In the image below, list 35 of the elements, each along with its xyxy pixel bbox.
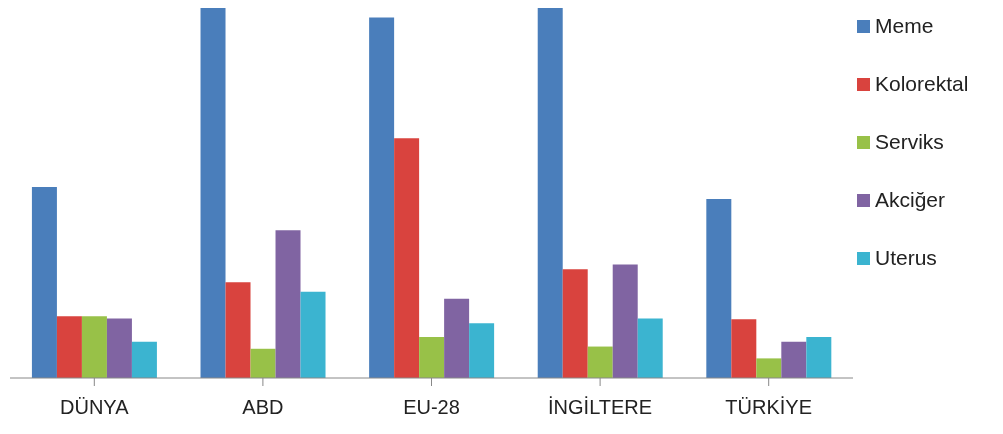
bar xyxy=(31,187,57,378)
bar xyxy=(369,17,395,378)
bar xyxy=(537,8,563,378)
bar xyxy=(394,138,420,378)
bar xyxy=(56,316,82,378)
x-tick-label: DÜNYA xyxy=(60,396,130,419)
x-tick-label: EU-28 xyxy=(403,396,460,419)
bar xyxy=(419,336,445,378)
x-tick-label: İNGİLTERE xyxy=(548,396,653,419)
bar xyxy=(756,358,782,378)
bar xyxy=(587,346,613,378)
legend-label: Serviks xyxy=(875,130,944,154)
x-tick-label: TÜRKİYE xyxy=(725,396,813,419)
legend-label: Akciğer xyxy=(875,188,946,212)
x-tick-label: ABD xyxy=(242,396,284,419)
bar xyxy=(275,230,301,378)
bar xyxy=(250,348,276,378)
bar xyxy=(131,341,157,378)
bar xyxy=(637,318,663,378)
legend-label: Kolorektal xyxy=(875,72,969,96)
bar xyxy=(562,269,588,378)
bar xyxy=(81,316,107,378)
bar xyxy=(612,264,638,378)
bar xyxy=(469,323,495,378)
bar xyxy=(225,282,251,378)
legend-label: Uterus xyxy=(875,246,937,270)
legend-label: Meme xyxy=(875,14,934,38)
bar xyxy=(300,291,326,378)
bar xyxy=(444,298,470,378)
bar xyxy=(781,341,807,378)
bar xyxy=(806,336,832,378)
bar xyxy=(706,198,732,378)
bar xyxy=(200,8,226,378)
bar xyxy=(106,318,132,378)
bar xyxy=(731,319,757,378)
